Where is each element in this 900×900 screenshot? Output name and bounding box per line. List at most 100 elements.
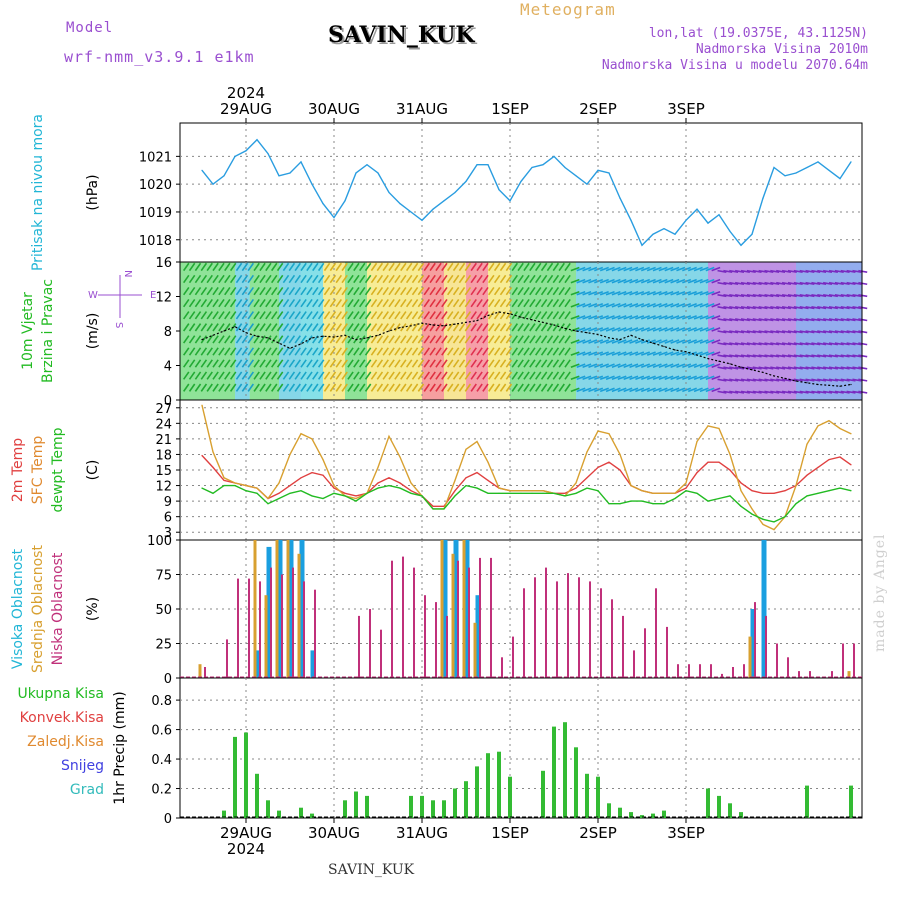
wind-barb (300, 262, 307, 272)
wind-barb (746, 269, 756, 273)
data-point (674, 497, 676, 500)
wind-barb (247, 323, 255, 332)
wind-barb (570, 266, 580, 272)
bar-niska-oblacnost (281, 574, 283, 678)
wind-barb (652, 375, 662, 381)
model-label: Model (66, 20, 114, 36)
wind-barb (617, 303, 627, 308)
data-point (300, 433, 302, 435)
wind-barb (599, 327, 609, 332)
wind-barb (705, 266, 715, 272)
wind-barb (476, 323, 483, 332)
data-point (300, 490, 302, 492)
wind-barb (493, 299, 501, 308)
data-point (443, 325, 445, 327)
wind-barb (423, 383, 431, 392)
wind-barb (646, 363, 656, 368)
wind-barb (817, 342, 827, 346)
wind-barb (734, 342, 745, 346)
wind-barb (452, 262, 460, 272)
wind-barb (400, 274, 407, 284)
wind-barb (664, 375, 674, 381)
wind-barb (329, 359, 337, 368)
wind-barb (224, 383, 231, 392)
wind-barb (488, 262, 495, 272)
data-point (542, 490, 544, 492)
wind-barb (447, 347, 454, 356)
data-point (685, 490, 687, 492)
wind-barb (276, 323, 284, 332)
wind-barb (470, 383, 477, 392)
data-point (410, 482, 412, 484)
wind-barb (335, 359, 343, 368)
wind-barb (441, 371, 448, 380)
data-point (850, 464, 852, 466)
data-point (432, 508, 434, 510)
data-point (311, 337, 313, 339)
wind-barb (582, 339, 592, 344)
wind-barb (259, 323, 266, 332)
wind-barb (858, 390, 868, 394)
wind-barb (570, 315, 580, 320)
wind-barb (658, 363, 668, 368)
wind-barb (670, 339, 680, 344)
wind-barb (464, 383, 472, 392)
wind-barb (429, 347, 436, 356)
data-point (410, 211, 412, 213)
wind-barb (599, 278, 609, 284)
data-point (454, 490, 456, 492)
wind-barb (241, 286, 249, 296)
wind-barb (770, 354, 780, 358)
wind-barb (335, 311, 343, 320)
bottom-day-label: 30AUG (308, 824, 360, 842)
wind-barb (335, 383, 343, 392)
wind-barb (529, 274, 536, 284)
wind-barb (558, 359, 565, 368)
wind-barb (705, 351, 715, 356)
data-point (267, 497, 269, 500)
wind-barb (429, 299, 436, 308)
wind-barb (335, 323, 343, 332)
wind-barb (617, 290, 627, 296)
wind-barb (423, 335, 431, 344)
y-tick-label: 4 (164, 360, 172, 375)
wind-barb (229, 359, 237, 368)
wind-barb (629, 387, 639, 393)
data-point (234, 485, 236, 487)
wind-barb (652, 327, 662, 332)
wind-barb (705, 363, 715, 368)
data-point (553, 324, 555, 326)
model-name: wrf-nmm_v3.9.1 e1km (64, 48, 255, 66)
wind-barb (364, 371, 372, 380)
wind-barb (635, 315, 645, 320)
wind-barb (682, 387, 692, 393)
wind-barb (758, 330, 768, 334)
wind-barb (276, 274, 284, 284)
wind-barb (212, 383, 219, 392)
wind-barb (376, 371, 384, 380)
wind-barb (781, 293, 792, 298)
wind-barb (705, 327, 715, 332)
wind-barb (817, 354, 827, 358)
wind-barb (218, 383, 225, 392)
wind-barb (452, 323, 460, 332)
bar-ukupna-kisa (299, 807, 303, 818)
wind-barb (858, 306, 868, 310)
data-point (300, 161, 302, 163)
wind-barb (435, 371, 442, 380)
wind-barb (693, 339, 703, 344)
wind-barb (676, 278, 686, 284)
wind-barb (394, 262, 401, 272)
wind-barb (852, 366, 862, 370)
wind-barb (834, 318, 844, 322)
wind-barb (376, 274, 384, 284)
wind-barb (776, 390, 786, 394)
wind-barb (776, 330, 786, 334)
wind-barb (183, 274, 190, 284)
data-point (256, 335, 258, 337)
wind-barb (323, 323, 331, 332)
wind-barb (241, 262, 249, 272)
panel-title: 2m Temp (10, 438, 26, 502)
series-line-sfc-temp (201, 405, 852, 531)
